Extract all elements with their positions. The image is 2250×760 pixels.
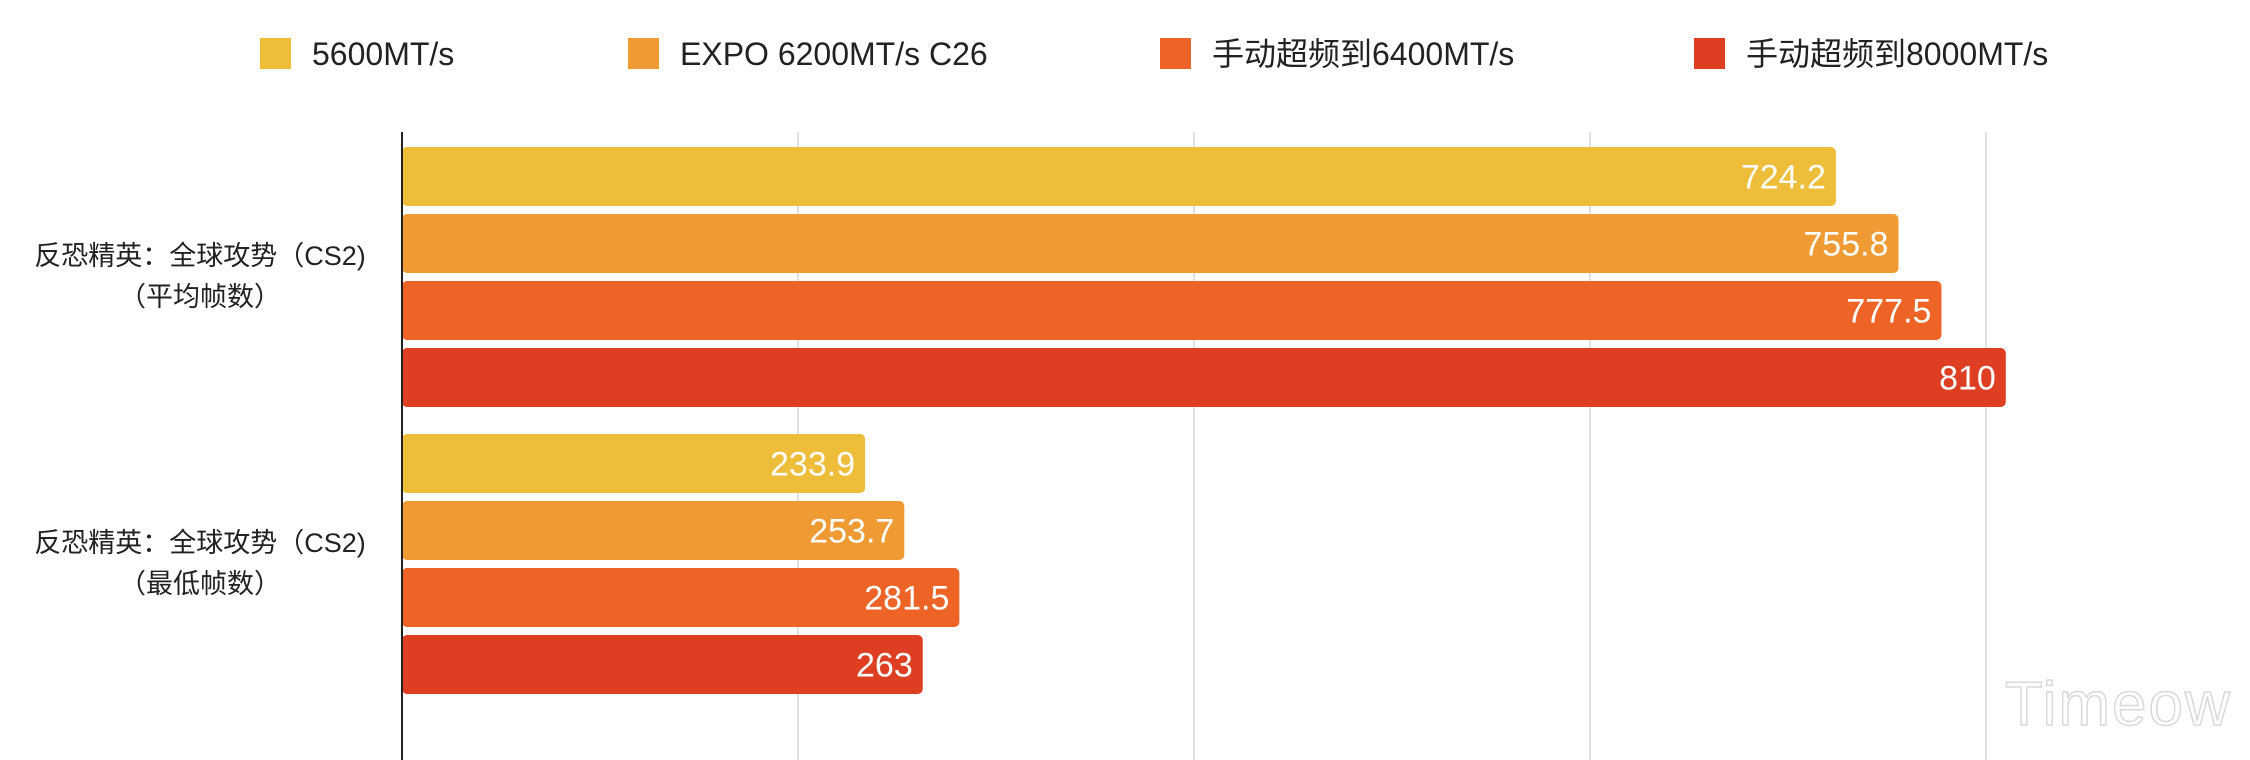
bar — [402, 281, 1942, 340]
data-label: 777.5 — [1846, 293, 1931, 331]
bar — [402, 501, 905, 560]
data-label: 263 — [856, 647, 913, 685]
bar — [402, 214, 1899, 273]
bar — [402, 568, 960, 627]
category-label-line: 反恐精英：全球攻势（CS2) — [34, 241, 366, 271]
bar — [402, 147, 1836, 206]
data-label: 724.2 — [1741, 159, 1826, 197]
legend: 5600MT/s EXPO 6200MT/s C26 手动超频到6400MT/s 手动… — [260, 36, 2048, 72]
legend-label: EXPO 6200MT/s C26 — [680, 36, 988, 72]
category-label: 反恐精英：全球攻势（CS2) （最低帧数） — [34, 528, 366, 599]
data-label: 810 — [1939, 360, 1996, 398]
legend-swatch — [1694, 38, 1725, 69]
bar — [402, 635, 923, 694]
legend-label: 手动超频到8000MT/s — [1746, 36, 2048, 72]
legend-label: 5600MT/s — [312, 36, 454, 72]
data-label: 233.9 — [770, 446, 855, 484]
bars — [402, 147, 2006, 694]
data-label: 281.5 — [864, 580, 949, 618]
watermark: Timeow — [2005, 670, 2232, 739]
legend-label: 手动超频到6400MT/s — [1212, 36, 1514, 72]
category-label-line: 反恐精英：全球攻势（CS2) — [34, 528, 366, 558]
legend-swatch — [628, 38, 659, 69]
data-label: 253.7 — [809, 513, 894, 551]
bar — [402, 434, 866, 493]
category-label-line: （平均帧数） — [119, 282, 281, 312]
category-labels: 反恐精英：全球攻势（CS2) （平均帧数） 反恐精英：全球攻势（CS2) （最低帧数） — [34, 241, 366, 599]
legend-swatch — [1160, 38, 1191, 69]
category-label-line: （最低帧数） — [119, 569, 281, 599]
category-label: 反恐精英：全球攻势（CS2) （平均帧数） — [34, 241, 366, 312]
data-label: 755.8 — [1803, 226, 1888, 264]
bar — [402, 348, 2006, 407]
legend-swatch — [260, 38, 291, 69]
